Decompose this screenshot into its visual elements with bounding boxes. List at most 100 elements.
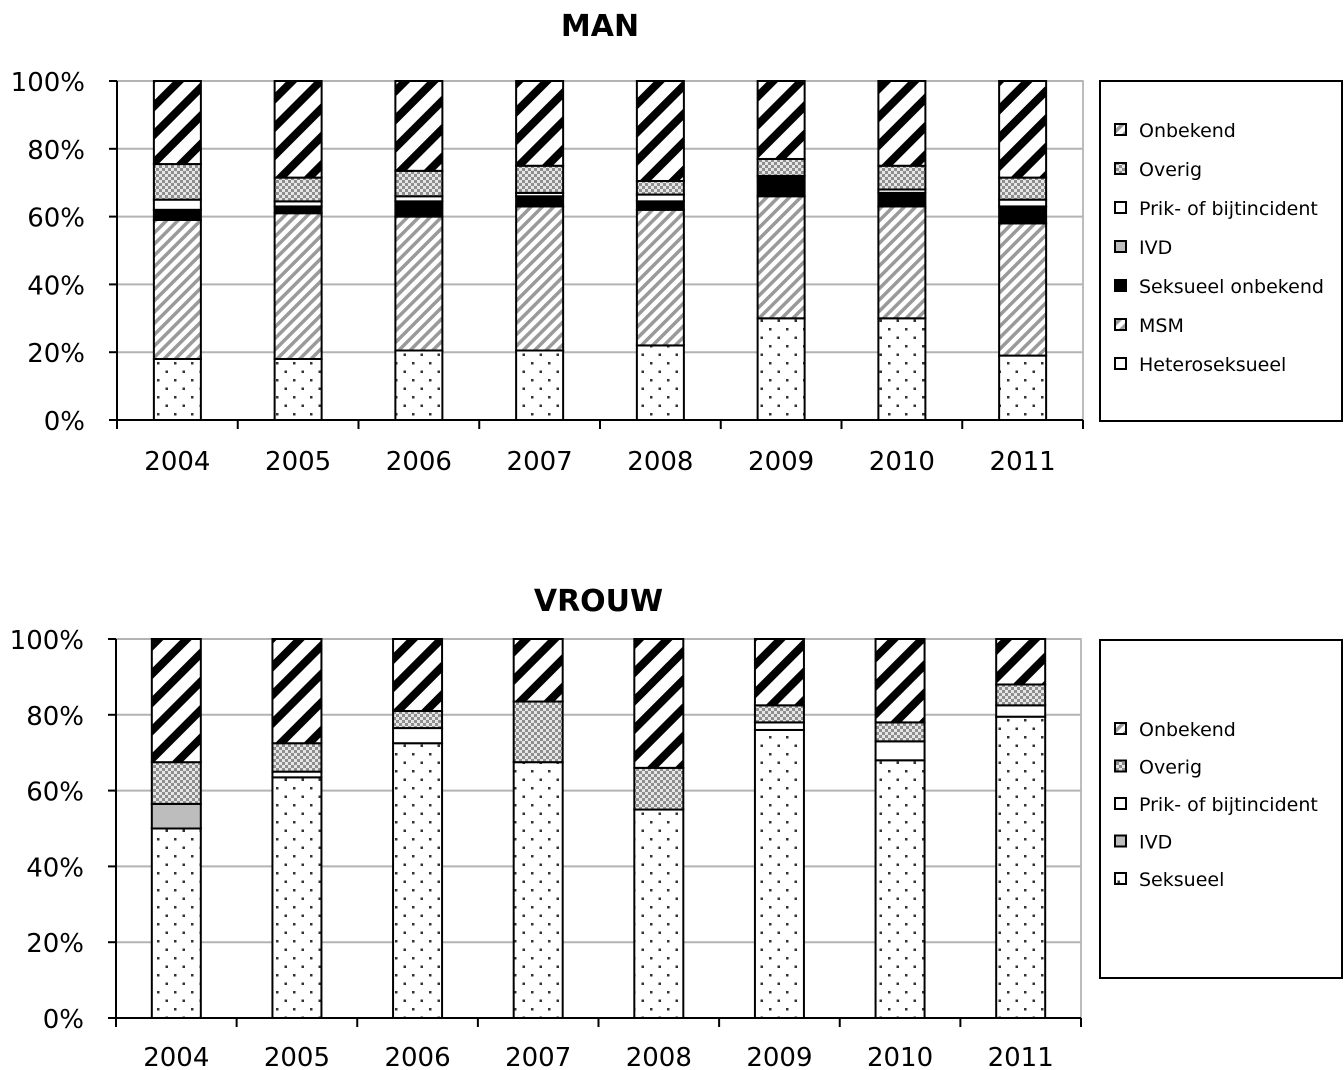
bar-segment-overig-2004 xyxy=(152,163,202,201)
bar-segment-onbekend-2005 xyxy=(273,80,323,179)
bar-segment-overig-2005 xyxy=(273,176,323,203)
legend-vrouw xyxy=(1099,639,1343,979)
y-tick-label: 20% xyxy=(26,929,84,959)
legend-label: MSM xyxy=(1139,315,1184,337)
x-tick-label: 2006 xyxy=(386,447,452,477)
y-tick-label: 100% xyxy=(11,68,85,98)
legend-swatch xyxy=(1114,872,1127,885)
legend-swatch xyxy=(1114,722,1127,735)
bar-segment-seksueel-2007 xyxy=(512,761,564,1019)
bar-segment-heteroseksueel-2004 xyxy=(152,357,202,422)
legend-swatch xyxy=(1114,162,1127,175)
bar-segment-heteroseksueel-2009 xyxy=(756,317,806,421)
x-tick-label: 2004 xyxy=(144,447,210,477)
legend-swatch xyxy=(1114,834,1127,848)
bar-segment-onbekend-2007 xyxy=(512,638,564,703)
chart-title-vrouw: VROUW xyxy=(534,584,663,619)
bar-segment-seksueel-onbekend-2007 xyxy=(515,195,565,208)
y-tick-label: 40% xyxy=(26,853,84,883)
bar-segment-onbekend-2006 xyxy=(394,80,444,172)
bar-segment-overig-2009 xyxy=(756,157,806,177)
legend-label: IVD xyxy=(1139,237,1172,259)
bar-segment-overig-2006 xyxy=(392,710,444,730)
bar-segment-overig-2011 xyxy=(995,683,1047,707)
y-tick-label: 80% xyxy=(27,136,85,166)
y-tick-label: 60% xyxy=(26,778,84,808)
bar-segment-prik-of-bijtincident-2010 xyxy=(874,740,926,762)
bar-segment-prik-of-bijtincident-2008 xyxy=(635,193,685,203)
bar-segment-msm-2008 xyxy=(635,208,685,347)
bar-segment-prik-of-bijtincident-2011 xyxy=(995,704,1047,718)
y-tick-label: 100% xyxy=(10,626,84,656)
x-tick-label: 2004 xyxy=(143,1043,209,1070)
x-tick-label: 2011 xyxy=(990,447,1056,477)
bar-segment-overig-2011 xyxy=(998,176,1048,201)
legend-label: IVD xyxy=(1139,832,1172,854)
plot-area-vrouw xyxy=(115,638,1082,1019)
legend-swatch xyxy=(1114,759,1127,773)
bar-segment-msm-2011 xyxy=(998,222,1048,357)
legend-label: Onbekend xyxy=(1139,120,1236,142)
bar-segment-seksueel-onbekend-2010 xyxy=(877,191,927,208)
legend-swatch xyxy=(1114,201,1127,214)
bar-segment-onbekend-2006 xyxy=(392,638,444,713)
bar-segment-prik-of-bijtincident-2011 xyxy=(998,198,1048,208)
legend-label: Heteroseksueel xyxy=(1139,354,1286,376)
x-tick-label: 2009 xyxy=(746,1043,812,1070)
bar-segment-onbekend-2008 xyxy=(635,80,685,183)
bar-segment-overig-2008 xyxy=(635,180,685,196)
legend-label: Seksueel xyxy=(1139,869,1224,891)
bar-segment-overig-2006 xyxy=(394,169,444,198)
legend-label: Overig xyxy=(1139,159,1202,181)
x-tick-label: 2010 xyxy=(867,1043,933,1070)
bar-segment-msm-2009 xyxy=(756,195,806,320)
bar-segment-onbekend-2007 xyxy=(515,80,565,167)
legend-man xyxy=(1099,80,1343,422)
legend-swatch xyxy=(1114,797,1127,810)
plot-area-man xyxy=(116,80,1084,421)
bar-segment-onbekend-2005 xyxy=(271,638,323,745)
bar-segment-onbekend-2011 xyxy=(998,80,1048,179)
bar-segment-seksueel-onbekend-2005 xyxy=(273,205,323,215)
chart-title-man: MAN xyxy=(561,9,639,44)
bar-segment-heteroseksueel-2007 xyxy=(515,349,565,422)
y-tick-label: 80% xyxy=(26,702,84,732)
bar-segment-onbekend-2011 xyxy=(995,638,1047,686)
bar-segment-onbekend-2010 xyxy=(874,638,926,724)
bar-segment-heteroseksueel-2005 xyxy=(273,357,323,422)
bar-segment-seksueel-2009 xyxy=(753,728,805,1020)
bar-segment-overig-2010 xyxy=(877,164,927,191)
legend-label: Prik- of bijtincident xyxy=(1139,794,1318,816)
legend-swatch xyxy=(1114,240,1127,253)
legend-swatch xyxy=(1114,357,1127,370)
y-tick-label: 40% xyxy=(27,271,85,301)
y-tick-label: 0% xyxy=(43,1005,84,1035)
bar-segment-seksueel-2005 xyxy=(271,776,323,1020)
legend-swatch xyxy=(1114,279,1127,292)
bar-segment-onbekend-2009 xyxy=(756,80,806,160)
bar-segment-onbekend-2008 xyxy=(633,638,685,769)
legend-swatch xyxy=(1114,318,1127,331)
bar-segment-prik-of-bijtincident-2004 xyxy=(152,198,202,211)
bar-segment-seksueel-onbekend-2008 xyxy=(635,200,685,211)
bar-segment-overig-2007 xyxy=(515,164,565,194)
bar-segment-seksueel-onbekend-2009 xyxy=(756,174,806,198)
bar-segment-msm-2005 xyxy=(273,212,323,360)
bar-segment-ivd-2004 xyxy=(150,802,202,830)
bar-segment-onbekend-2009 xyxy=(753,638,805,707)
legend-label: Seksueel onbekend xyxy=(1139,276,1324,298)
bar-segment-overig-2010 xyxy=(874,721,926,743)
x-tick-label: 2008 xyxy=(627,447,693,477)
x-tick-label: 2010 xyxy=(869,447,935,477)
bar-segment-seksueel-2011 xyxy=(995,715,1047,1019)
x-tick-label: 2007 xyxy=(505,1043,571,1070)
chart-man: MAN 0% 20% 40% 60% 80% 100% 2004 2005 2006 2007 200… xyxy=(11,9,1343,477)
bar-segment-seksueel-2004 xyxy=(150,827,202,1019)
y-tick-label: 20% xyxy=(27,339,85,369)
bar-segment-seksueel-2006 xyxy=(392,742,444,1019)
bar-segment-overig-2005 xyxy=(271,742,323,773)
bar-segment-seksueel-2008 xyxy=(633,808,685,1019)
legend-label: Prik- of bijtincident xyxy=(1139,198,1318,220)
bar-segment-overig-2007 xyxy=(512,700,564,764)
x-tick-label: 2011 xyxy=(988,1043,1054,1070)
